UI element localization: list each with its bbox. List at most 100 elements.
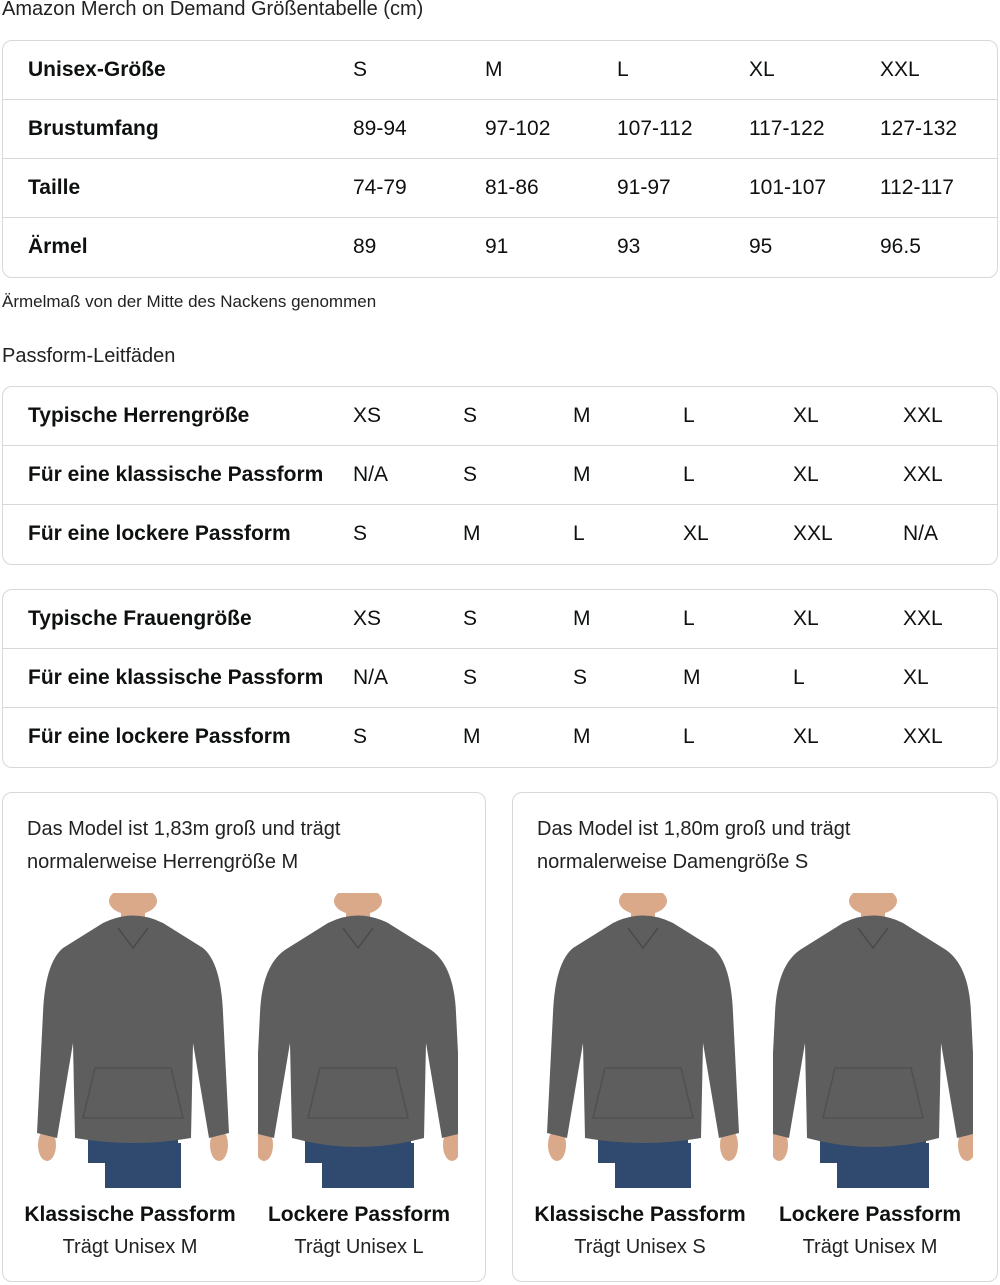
table-cell: S <box>463 463 478 486</box>
table-cell: S <box>353 58 368 81</box>
desc-line: Das Model ist 1,80m groß und trägt <box>537 818 851 840</box>
figure-caption: Lockere Passform <box>778 1203 962 1226</box>
table-row: Taille 74-79 81-86 91-97 101-107 112-117 <box>3 159 997 218</box>
table-cell: XS <box>353 404 382 427</box>
table-cell: 112-117 <box>880 176 954 199</box>
table-cell: M <box>573 463 591 486</box>
table-cell: L <box>573 522 585 545</box>
table-row: Ärmel 89 91 93 95 96.5 <box>3 218 997 277</box>
table-cell: M <box>573 404 591 427</box>
table-cell: N/A <box>903 522 939 545</box>
table-cell: L <box>793 666 805 689</box>
table-cell: XXL <box>793 522 833 545</box>
table-cell: L <box>683 404 695 427</box>
table-row: Unisex-Größe S M L XL XXL <box>3 41 997 100</box>
hoodie-relaxed-fit-image <box>258 893 458 1188</box>
figure-subcaption: Trägt Unisex M <box>62 1236 198 1258</box>
table-cell: XXL <box>903 404 943 427</box>
table-cell: L <box>683 463 695 486</box>
table-cell: XL <box>903 666 929 689</box>
hoodie <box>773 915 973 1147</box>
hoodie <box>258 915 458 1147</box>
table-cell: M <box>463 522 481 545</box>
table-cell: XL <box>683 522 709 545</box>
table-row: Brustumfang 89-94 97-102 107-112 117-122 127-… <box>3 100 997 159</box>
table-cell: N/A <box>353 666 389 689</box>
table-cell: XXL <box>903 725 943 748</box>
row-label: Brustumfang <box>28 117 159 140</box>
table-cell: 96.5 <box>880 235 921 258</box>
model-description: Das Model ist 1,80m groß und trägt normal… <box>537 813 850 879</box>
table-cell: XXL <box>903 463 943 486</box>
desc-line: Das Model ist 1,83m groß und trägt <box>27 818 341 840</box>
row-label: Für eine klassische Passform <box>28 666 324 689</box>
hoodie-classic-fit-image <box>37 893 229 1188</box>
table-cell: XL <box>793 725 819 748</box>
row-label: Für eine klassische Passform <box>28 463 324 486</box>
model-description: Das Model ist 1,83m groß und trägt normal… <box>27 813 340 879</box>
table-cell: 81-86 <box>485 176 539 199</box>
table-cell: S <box>463 666 478 689</box>
table-cell: 89-94 <box>353 117 407 140</box>
table-cell: M <box>463 725 481 748</box>
table-cell: M <box>485 58 503 81</box>
table-row: Für eine lockere Passform S M L XL XXL N/A <box>3 505 997 564</box>
table-cell: XXL <box>903 607 943 630</box>
figure-subcaption: Trägt Unisex S <box>574 1236 706 1258</box>
table-cell: 117-122 <box>749 117 825 140</box>
table-row: Für eine lockere Passform S M M L XL XXL <box>3 708 997 767</box>
table-row: Für eine klassische Passform N/A S S M L XL <box>3 649 997 708</box>
figure-caption: Klassische Passform <box>534 1203 746 1226</box>
table-cell: L <box>617 58 629 81</box>
table-cell: L <box>683 725 695 748</box>
men-fit-table: Typische Herrengröße XS S M L XL XXL Für eine k… <box>2 386 998 565</box>
table-cell: XS <box>353 607 382 630</box>
figure-caption: Klassische Passform <box>24 1203 236 1226</box>
row-label: Unisex-Größe <box>28 58 166 81</box>
women-fit-table: Typische Frauengröße XS S M L XL XXL Für eine k… <box>2 589 998 768</box>
row-label: Ärmel <box>28 235 88 258</box>
table-cell: 127-132 <box>880 117 958 140</box>
table-cell: M <box>683 666 701 689</box>
sleeve-note: Ärmelmaß von der Mitte des Nackens genom… <box>2 292 377 311</box>
table-cell: 91-97 <box>617 176 671 199</box>
hoodie <box>37 915 229 1143</box>
table-row: Typische Frauengröße XS S M L XL XXL <box>3 590 997 649</box>
table-cell: M <box>573 607 591 630</box>
table-cell: 101-107 <box>749 176 827 199</box>
page-title: Amazon Merch on Demand Größentabelle (cm… <box>2 0 424 20</box>
table-row: Für eine klassische Passform N/A S M L XL XXL <box>3 446 997 505</box>
table-cell: S <box>463 607 478 630</box>
table-cell: 107-112 <box>617 117 693 140</box>
row-label: Für eine lockere Passform <box>28 522 291 545</box>
table-cell: 74-79 <box>353 176 407 199</box>
table-cell: XL <box>749 58 775 81</box>
table-cell: XL <box>793 404 819 427</box>
women-model-card: Das Model ist 1,80m groß und trägt normal… <box>512 792 998 1282</box>
fit-guide-title: Passform-Leitfäden <box>2 345 176 367</box>
table-cell: XXL <box>880 58 920 81</box>
hoodie-classic-fit-image <box>547 893 739 1188</box>
table-cell: N/A <box>353 463 389 486</box>
desc-line: normalerweise Herrengröße M <box>27 851 299 873</box>
row-label: Typische Herrengröße <box>28 404 250 427</box>
table-cell: 95 <box>749 235 773 258</box>
figure-subcaption: Trägt Unisex M <box>802 1236 938 1258</box>
table-cell: S <box>463 404 478 427</box>
table-cell: 91 <box>485 235 509 258</box>
table-cell: S <box>353 522 368 545</box>
table-cell: XL <box>793 463 819 486</box>
row-label: Für eine lockere Passform <box>28 725 291 748</box>
table-row: Typische Herrengröße XS S M L XL XXL <box>3 387 997 446</box>
hoodie-relaxed-fit-image <box>773 893 973 1188</box>
table-cell: M <box>573 725 591 748</box>
table-cell: 97-102 <box>485 117 551 140</box>
size-table: Unisex-Größe S M L XL XXL Brustumfang 89-94 97-1… <box>2 40 998 278</box>
figure-caption: Lockere Passform <box>267 1203 451 1226</box>
table-cell: L <box>683 607 695 630</box>
row-label: Taille <box>28 176 81 199</box>
table-cell: S <box>573 666 588 689</box>
row-label: Typische Frauengröße <box>28 607 252 630</box>
table-cell: XL <box>793 607 819 630</box>
men-model-card: Das Model ist 1,83m groß und trägt normal… <box>2 792 486 1282</box>
